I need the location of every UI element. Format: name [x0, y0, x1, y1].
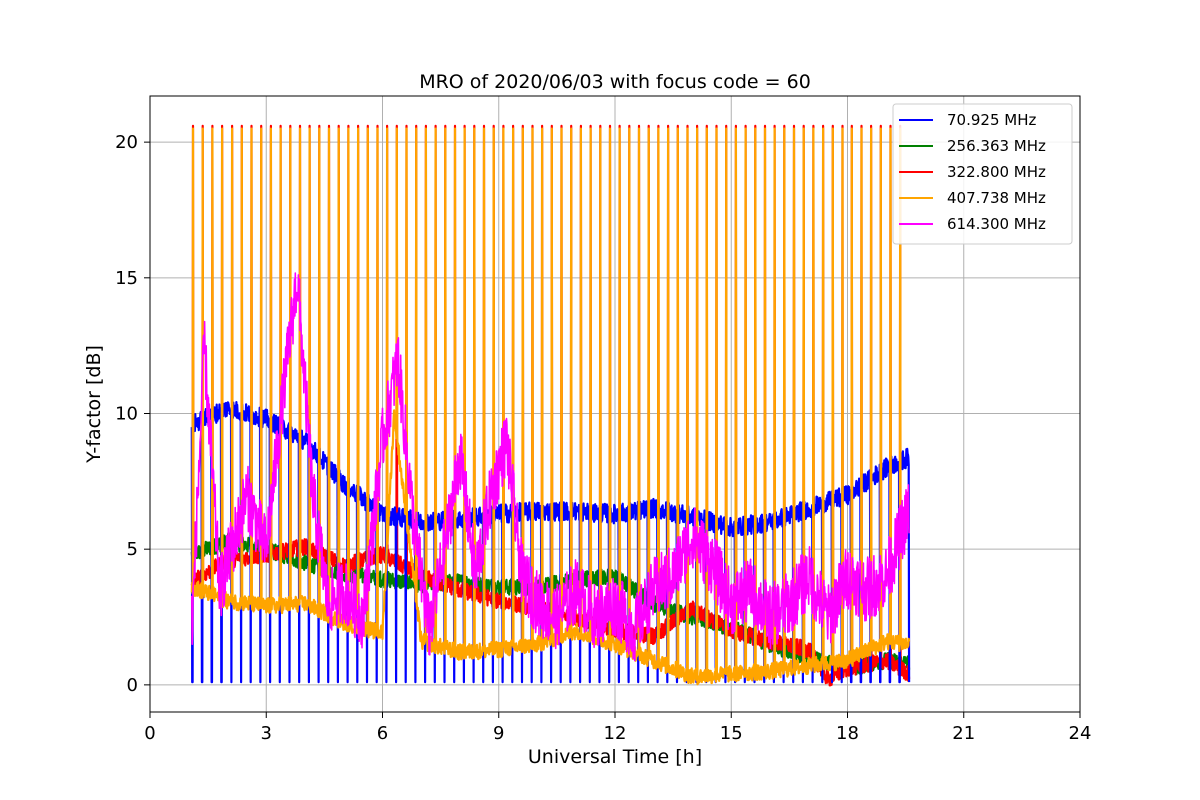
x-tick-label: 12 — [604, 723, 627, 744]
y-tick-label: 20 — [115, 132, 138, 153]
x-tick-label: 15 — [720, 723, 743, 744]
y-tick-label: 15 — [115, 268, 138, 289]
series-line — [190, 127, 911, 686]
y-axis-label: Y-factor [dB] — [83, 345, 105, 464]
x-tick-label: 0 — [144, 723, 155, 744]
legend-entry: 256.363 MHz — [947, 137, 1046, 155]
chart-title: MRO of 2020/06/03 with focus code = 60 — [419, 71, 811, 93]
legend: 70.925 MHz 256.363 MHz 322.800 MHz 407.738 … — [892, 103, 1073, 245]
x-tick-label: 21 — [952, 723, 975, 744]
y-tick-label: 0 — [127, 675, 138, 696]
legend-entry: 407.738 MHz — [947, 189, 1046, 207]
axis-ticks: 0 3 6 9 12 15 18 21 24 0 5 10 15 20 — [115, 132, 1091, 744]
y-tick-label: 5 — [127, 539, 138, 560]
x-tick-label: 3 — [261, 723, 272, 744]
legend-frame — [892, 103, 1073, 245]
x-tick-label: 24 — [1069, 723, 1092, 744]
legend-entry: 322.800 MHz — [947, 163, 1046, 181]
legend-entry: 614.300 MHz — [947, 215, 1046, 233]
x-tick-label: 9 — [493, 723, 504, 744]
x-tick-label: 6 — [377, 723, 388, 744]
x-axis-label: Universal Time [h] — [528, 746, 702, 768]
plot-area — [190, 124, 911, 687]
y-tick-label: 10 — [115, 403, 138, 424]
x-tick-label: 18 — [836, 723, 859, 744]
legend-entry: 70.925 MHz — [947, 111, 1036, 129]
series-line — [191, 272, 910, 662]
